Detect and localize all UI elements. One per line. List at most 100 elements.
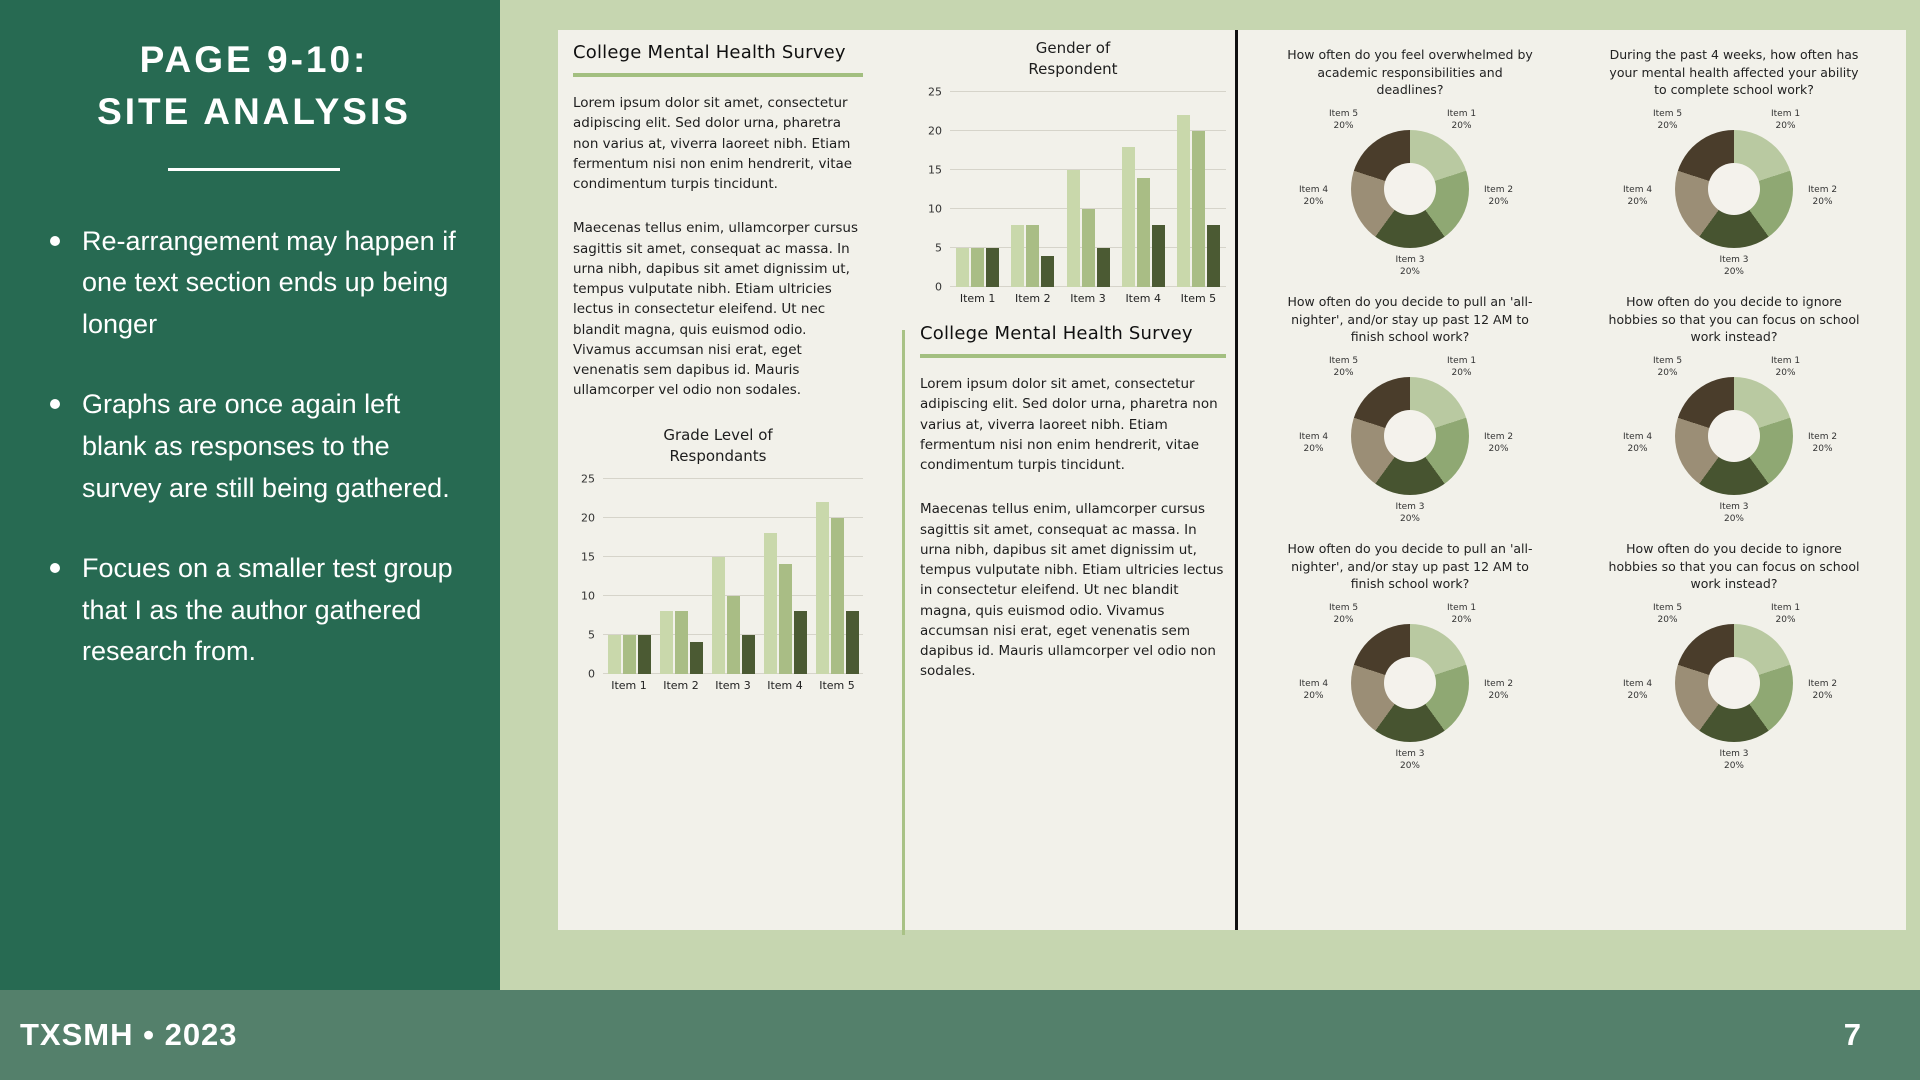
donut-ring	[1351, 624, 1469, 742]
x-axis-label: Item 3	[1070, 292, 1106, 305]
bar	[845, 611, 859, 674]
slice-label: Item 4 20%	[1623, 679, 1653, 702]
gridline	[603, 477, 863, 479]
question-title: During the past 4 weeks, how often has y…	[1609, 47, 1859, 97]
y-axis-tick: 0	[588, 667, 595, 680]
y-axis-tick: 0	[935, 280, 942, 294]
page-title-line2: SITE ANALYSIS	[97, 90, 411, 132]
bullet-point: Re-arrangement may happen if one text se…	[48, 221, 460, 347]
bar-chart-body: 0 5 10 15 20 25	[920, 86, 1226, 294]
slice-label: Item 2 20%	[1808, 185, 1838, 208]
doc-paragraph: Lorem ipsum dolor sit amet, consectetur …	[573, 95, 853, 192]
y-axis-tick: 20	[928, 124, 942, 138]
slice-label: Item 1 20%	[1447, 603, 1477, 626]
x-axis-label: Item 4	[1125, 292, 1161, 305]
slice-label: Item 4 20%	[1299, 679, 1329, 702]
donut-chart: Item 1 20% Item 2 20% Item 3 20% Item 4 20%…	[1285, 106, 1535, 286]
bar-groups	[950, 92, 1226, 287]
bullet-point: Graphs are once again left blank as resp…	[48, 384, 460, 510]
slice-label: Item 3 20%	[1719, 255, 1749, 278]
bullet-list: Re-arrangement may happen if one text se…	[48, 221, 460, 674]
slice-label: Item 1 20%	[1447, 356, 1477, 379]
bar	[1121, 146, 1135, 287]
x-axis-label: Item 1	[611, 678, 647, 692]
bar	[1066, 170, 1080, 287]
survey-question-chart: During the past 4 weeks, how often has y…	[1608, 46, 1860, 293]
bar	[971, 248, 985, 287]
bar-group	[1171, 92, 1226, 287]
survey-question-chart: How often do you decide to pull an 'all-…	[1284, 540, 1536, 787]
bar	[741, 634, 755, 674]
donut-hole	[1384, 163, 1436, 215]
bar	[607, 634, 621, 674]
question-title: How often do you decide to pull an 'all-…	[1287, 294, 1533, 344]
gridline	[950, 130, 1226, 131]
slice-label: Item 2 20%	[1484, 432, 1514, 455]
title-divider	[168, 167, 340, 171]
y-axis-tick: 25	[928, 85, 942, 99]
bar-group	[1060, 92, 1115, 287]
x-axis-labels: Item 1 Item 2 Item 3 Item 4 Item 5	[950, 292, 1226, 305]
plot-area	[950, 91, 1226, 287]
sidebar: PAGE 9-10: SITE ANALYSIS Re-arrangement …	[0, 0, 500, 990]
donut-ring	[1351, 377, 1469, 495]
question-title: How often do you feel overwhelmed by aca…	[1287, 47, 1533, 97]
heading-underline	[920, 354, 1226, 358]
slice-label: Item 1 20%	[1447, 109, 1477, 132]
y-axis-tick: 10	[928, 202, 942, 216]
slide-footer: TXSMH • 2023 7	[0, 990, 1920, 1080]
column-divider	[902, 330, 905, 935]
slice-label: Item 3 20%	[1719, 502, 1749, 525]
x-axis-label: Item 4	[767, 678, 803, 692]
slice-label: Item 4 20%	[1623, 432, 1653, 455]
survey-question-chart: How often do you decide to pull an 'all-…	[1284, 293, 1536, 540]
bar	[1136, 177, 1150, 287]
slice-label: Item 1 20%	[1771, 109, 1801, 132]
bar	[726, 595, 740, 674]
survey-question-chart: How often do you decide to ignore hobbie…	[1608, 540, 1860, 787]
bar	[956, 248, 970, 287]
bar	[1026, 224, 1040, 287]
bar-group	[655, 479, 707, 674]
slice-label: Item 3 20%	[1395, 749, 1425, 772]
donut-hole	[1384, 657, 1436, 709]
x-axis-label: Item 1	[959, 292, 996, 305]
question-title: How often do you decide to ignore hobbie…	[1608, 541, 1860, 591]
bar-chart-body: 0 5 10 15 20 25	[573, 472, 863, 680]
donut-ring	[1675, 624, 1793, 742]
gridline	[603, 516, 863, 518]
doc-paragraph: Lorem ipsum dolor sit amet, consectetur …	[920, 376, 1218, 473]
slice-label: Item 4 20%	[1299, 185, 1329, 208]
y-axis-tick: 10	[581, 589, 595, 602]
doc-left-column: College Mental Health Survey Lorem ipsum…	[573, 42, 863, 692]
bar-group	[759, 479, 811, 674]
bar-group	[1116, 92, 1171, 287]
bar	[659, 611, 673, 674]
donut-hole	[1384, 410, 1436, 462]
bullet-point: Focues on a smaller test group that I as…	[48, 548, 460, 674]
doc-paragraph: Maecenas tellus enim, ullamcorper cursus…	[573, 220, 859, 399]
y-axis-tick: 20	[581, 511, 595, 524]
y-axis-tick: 5	[935, 241, 942, 255]
gridline	[603, 555, 863, 557]
x-axis-label: Item 5	[819, 678, 855, 692]
donut-chart: Item 1 20% Item 2 20% Item 3 20% Item 4 20%…	[1285, 353, 1535, 533]
bar-groups	[603, 479, 863, 674]
survey-results-page: How often do you feel overwhelmed by aca…	[1238, 30, 1906, 930]
heading-underline	[573, 73, 863, 77]
slice-label: Item 4 20%	[1623, 185, 1653, 208]
y-axis-tick: 15	[928, 163, 942, 177]
x-axis-label: Item 5	[1180, 292, 1217, 305]
page-fold-divider	[1235, 30, 1238, 930]
slice-label: Item 2 20%	[1808, 432, 1838, 455]
donut-chart: Item 1 20% Item 2 20% Item 3 20% Item 4 20%…	[1285, 600, 1535, 780]
y-axis-tick: 15	[581, 550, 595, 563]
slice-label: Item 2 20%	[1484, 185, 1514, 208]
survey-question-chart: How often do you decide to ignore hobbie…	[1608, 293, 1860, 540]
bar	[1081, 209, 1095, 287]
bar	[1206, 224, 1220, 287]
donut-chart: Item 1 20% Item 2 20% Item 3 20% Item 4 20%…	[1609, 353, 1859, 533]
doc-heading: College Mental Health Survey	[920, 323, 1193, 344]
bar	[674, 611, 688, 674]
y-axis: 0 5 10 15 20 25	[920, 86, 950, 294]
